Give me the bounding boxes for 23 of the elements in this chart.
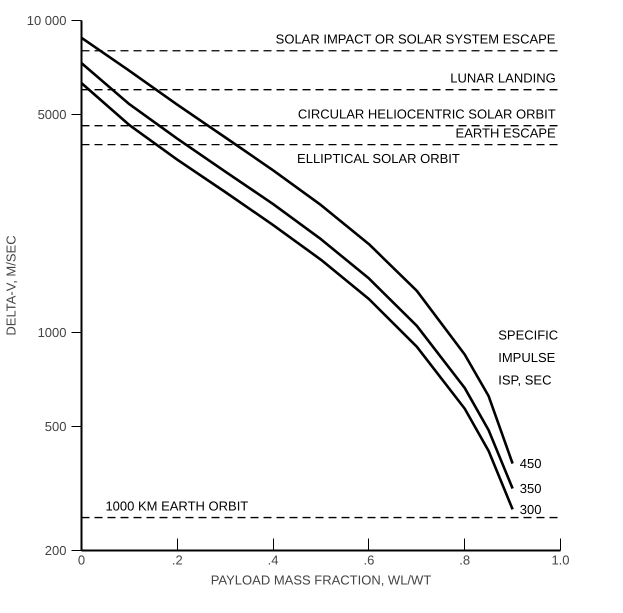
x-tick-label: .2 [172,552,183,568]
y-tick-label: 1000 [38,324,66,340]
x-tick-label: 1.0 [551,552,570,568]
x-tick-label: 0 [78,552,86,568]
x-tick-label: .8 [459,552,470,568]
ref-line-label: SOLAR IMPACT OR SOLAR SYSTEM ESCAPE [276,32,556,47]
y-axis-title: DELTA-V, M/SEC [4,235,19,336]
annotation: ELLIPTICAL SOLAR ORBIT [297,151,460,166]
y-tick-label: 500 [44,418,67,434]
series-label: 350 [520,481,542,496]
series-label: 300 [520,502,542,517]
y-tick-label: 5000 [38,106,66,122]
y-tick-label: 10 000 [26,13,67,28]
ref-line-label: CIRCULAR HELIOCENTRIC SOLAR ORBIT [298,106,556,122]
x-axis-title: PAYLOAD MASS FRACTION, WL/WT [210,572,432,588]
series-label: 450 [520,456,542,472]
ref-line-label: EARTH ESCAPE [456,126,556,141]
x-tick-label: .4 [268,552,279,568]
ref-line-label: LUNAR LANDING [450,70,556,86]
ref-line-label: 1000 KM EARTH ORBIT [105,498,248,514]
legend-title: SPECIFIC IMPULSE ISP, SEC [498,328,558,388]
y-tick-label: 200 [44,543,67,558]
x-tick-label: .6 [363,552,374,568]
